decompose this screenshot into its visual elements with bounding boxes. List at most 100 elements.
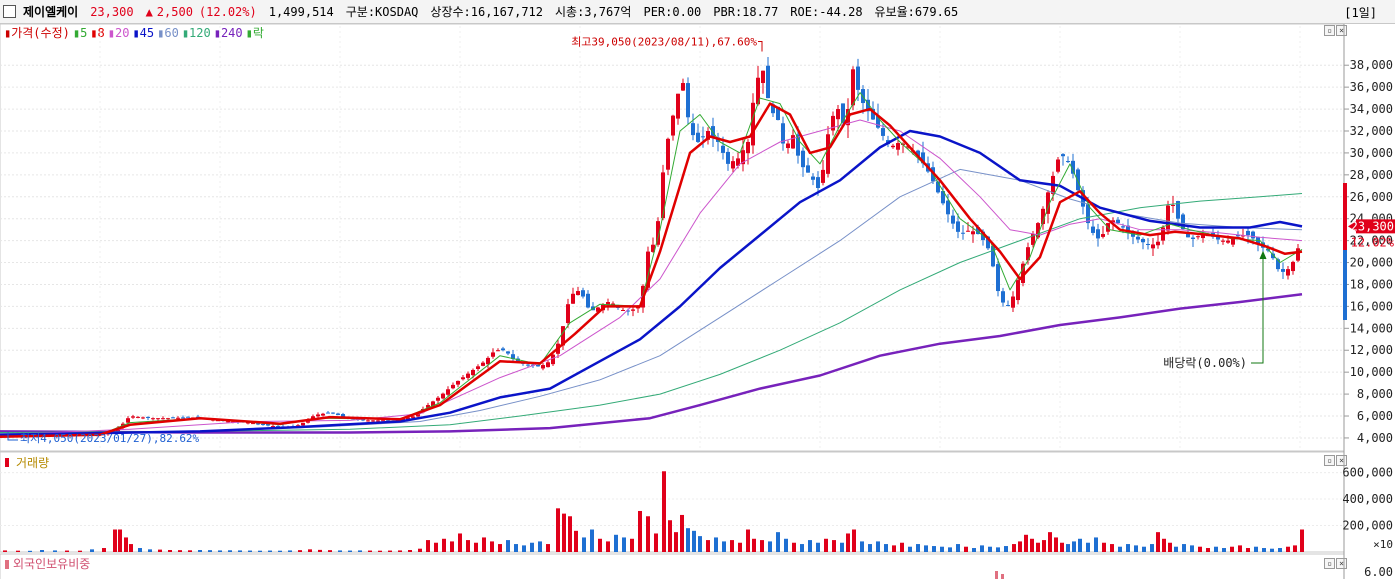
foreign-close-icon[interactable]: ×	[1336, 558, 1347, 569]
candle-body	[936, 181, 940, 193]
volume-bar	[1270, 548, 1274, 552]
candle-body	[1296, 248, 1300, 261]
volume-bar	[784, 538, 788, 552]
candle-body	[581, 290, 585, 297]
candle-body	[491, 352, 495, 357]
price-range-bar-low	[1343, 250, 1347, 320]
candle-body	[731, 161, 735, 169]
select-checkbox[interactable]	[3, 5, 16, 18]
volume-bar	[268, 550, 272, 552]
volume-bar	[1110, 544, 1114, 552]
candle-body	[1001, 291, 1005, 303]
volume-bar	[892, 545, 896, 552]
volume-tick-label: 600,000	[1342, 466, 1393, 480]
candle-body	[656, 221, 660, 245]
dividend-marker	[1251, 255, 1264, 364]
candle-body	[816, 177, 820, 188]
volume-bar	[792, 542, 796, 552]
candle-body	[666, 138, 670, 170]
volume-bar	[900, 542, 904, 552]
y-tick-label: 26,000	[1350, 190, 1393, 204]
candle-body	[1156, 241, 1160, 246]
volume-bar	[662, 471, 666, 552]
volume-bar	[680, 514, 684, 552]
candle-body	[481, 362, 485, 366]
volume-bar	[768, 541, 772, 552]
legend-item[interactable]: ▮240	[213, 26, 243, 40]
legend-item[interactable]: ▮락	[245, 26, 264, 40]
legend-item[interactable]: ▮8	[90, 26, 105, 40]
volume-bar	[598, 538, 602, 552]
volume-bar	[328, 550, 332, 552]
candle-body	[441, 393, 445, 399]
volume-bar	[530, 542, 534, 552]
ma240-line	[0, 293, 1303, 434]
close-icon[interactable]: ×	[1336, 25, 1347, 36]
stock-info-bar: 제이엘케이 23,300 ▲ 2,500 (12.02%) 1,499,514 …	[0, 0, 1395, 24]
candle-body	[296, 425, 300, 427]
volume-close-icon[interactable]: ×	[1336, 455, 1347, 466]
candle-body	[781, 123, 785, 144]
candle-body	[631, 309, 635, 311]
candle-body	[661, 172, 665, 219]
candle-body	[501, 348, 505, 351]
volume-bar	[178, 550, 182, 552]
candle-body	[446, 389, 450, 395]
volume-bar	[1042, 540, 1046, 552]
candle-body	[756, 77, 760, 105]
candle-body	[1196, 236, 1200, 238]
y-tick-label: 36,000	[1350, 80, 1393, 94]
volume-bar	[846, 533, 850, 552]
volume-bar	[258, 550, 262, 552]
volume-bar	[113, 529, 117, 552]
foreign-minimize-icon[interactable]: ▫	[1324, 558, 1335, 569]
candle-body	[551, 354, 555, 365]
volume-bar	[1072, 541, 1076, 552]
volume-bar	[408, 550, 412, 552]
candle-body	[486, 357, 490, 365]
volume-bar	[158, 549, 162, 552]
y-tick-label: 14,000	[1350, 321, 1393, 335]
legend-item[interactable]: ▮60	[157, 26, 179, 40]
volume-bar	[278, 550, 282, 552]
volume-bar	[746, 529, 750, 552]
current-price: 23,300	[90, 4, 134, 19]
legend-item[interactable]: ▮5	[72, 26, 88, 40]
candle-body	[1046, 192, 1050, 214]
legend-item[interactable]: ▮20	[107, 26, 130, 40]
volume-bar	[622, 537, 626, 552]
volume-bar	[582, 537, 586, 552]
stock-name[interactable]: 제이엘케이	[23, 5, 79, 19]
candle-body	[791, 135, 795, 149]
candle-body	[706, 130, 710, 140]
volume-bar	[1206, 548, 1210, 552]
volume-value: 1,499,514	[268, 4, 334, 19]
legend-item[interactable]: ▮120	[181, 26, 211, 40]
candle-body	[701, 136, 705, 138]
candle-body	[726, 151, 730, 164]
candle-body	[546, 362, 550, 368]
candle-body	[771, 104, 775, 114]
legend-item[interactable]: ▮가격(수정)	[4, 26, 70, 40]
volume-bar	[1198, 546, 1202, 552]
volume-bar	[1162, 538, 1166, 552]
candle-body	[1121, 226, 1125, 228]
volume-bar	[590, 529, 594, 552]
candle-body	[376, 420, 380, 422]
candle-body	[1076, 169, 1080, 191]
legend-item[interactable]: ▮45	[132, 26, 155, 40]
volume-bar	[1190, 545, 1194, 552]
candle-body	[1231, 238, 1235, 245]
volume-bar	[1286, 546, 1290, 552]
volume-bar	[102, 548, 106, 552]
volume-minimize-icon[interactable]: ▫	[1324, 455, 1335, 466]
candle-body	[1011, 296, 1015, 308]
candle-body	[166, 418, 170, 420]
price-chart[interactable]: 4,000 6,000 8,000 10,000 12,000 14,000 16,000 1…	[0, 24, 1395, 579]
candle-body	[1176, 201, 1180, 219]
candle-body	[821, 169, 825, 183]
period-selector[interactable]: [1일]	[1344, 6, 1377, 20]
candle-body	[436, 397, 440, 401]
minimize-icon[interactable]: ▫	[1324, 25, 1335, 36]
candle-body	[856, 66, 860, 90]
